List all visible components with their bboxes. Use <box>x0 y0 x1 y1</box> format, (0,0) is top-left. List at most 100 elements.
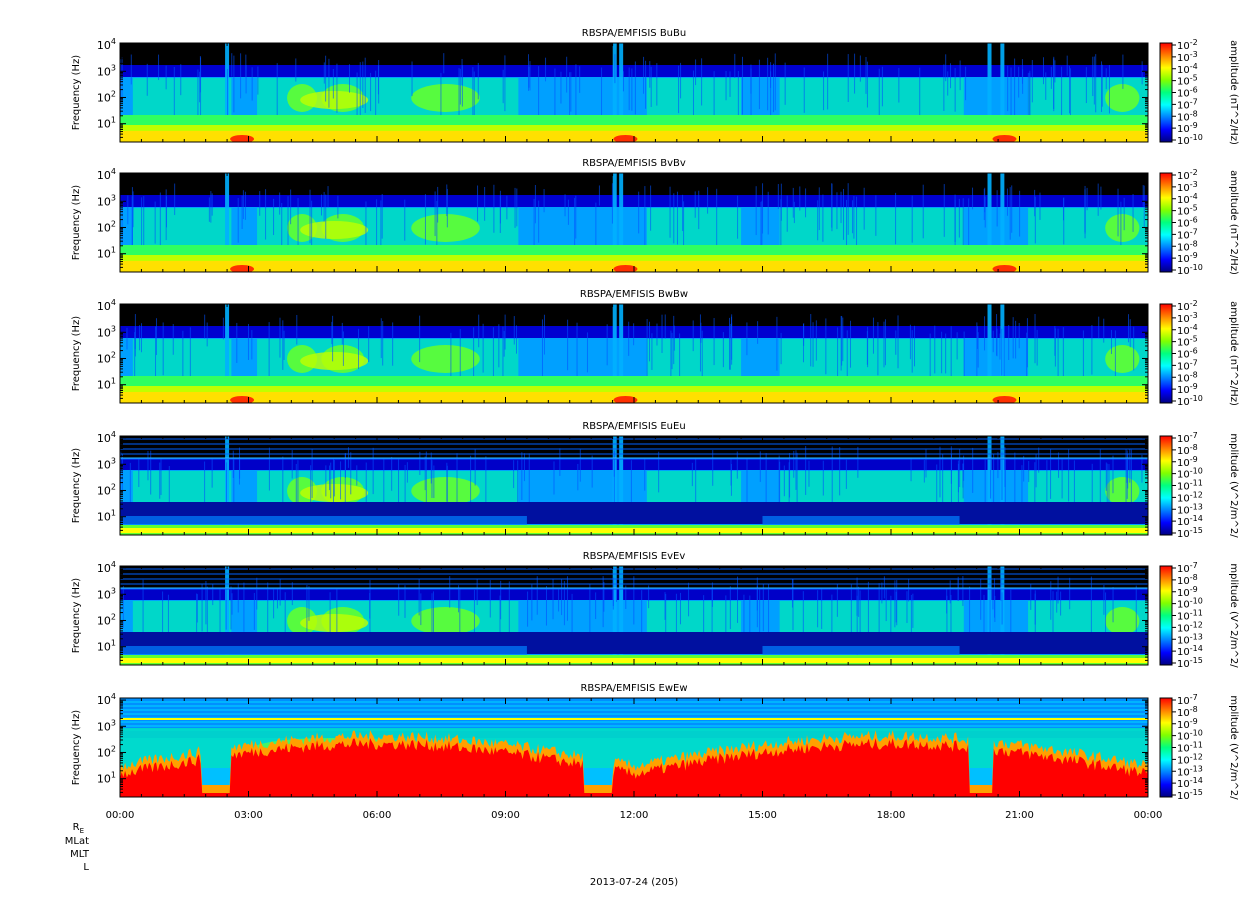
colorbar-label: amplitude (nT^2/Hz) <box>1228 40 1239 145</box>
date-label: 2013-07-24 (205) <box>590 877 678 888</box>
colorbar-tick-label: 10-10 <box>1177 597 1203 611</box>
y-tick-label: 103 <box>97 456 116 471</box>
colorbar-tick-label: 10-8 <box>1177 705 1198 719</box>
x-tick-label: 00:00 <box>1134 810 1163 821</box>
y-axis-label: Frequency (Hz) <box>71 55 82 131</box>
x-tick-label: 00:00 <box>106 810 135 821</box>
spectrogram-panel: RBSPA/EMFISIS EuEu 101 102 103 104 Frequency … <box>71 421 1239 540</box>
colorbar-tick-label: 10-15 <box>1177 788 1203 802</box>
panel-title: RBSPA/EMFISIS BuBu <box>582 28 686 39</box>
colorbar-tick-label: 10-10 <box>1177 729 1203 743</box>
colorbar-tick-label: 10-8 <box>1177 109 1198 123</box>
y-axis-label: Frequency (Hz) <box>71 578 82 654</box>
colorbar-tick-label: 10-7 <box>1177 561 1198 575</box>
colorbar-tick-label: 10-10 <box>1177 133 1203 147</box>
colorbar <box>1159 303 1173 404</box>
panel-title: RBSPA/EMFISIS BvBv <box>582 158 686 169</box>
colorbar-tick-label: 10-8 <box>1177 443 1198 457</box>
y-tick-label: 103 <box>97 63 116 78</box>
colorbar-tick-label: 10-9 <box>1177 717 1198 731</box>
panel-title: RBSPA/EMFISIS EwEw <box>580 683 687 694</box>
y-tick-label: 103 <box>97 718 116 733</box>
y-tick-label: 104 <box>97 167 116 182</box>
spectrogram-panel: RBSPA/EMFISIS BwBw 101 102 103 104 Frequency … <box>71 289 1239 408</box>
y-tick-label: 104 <box>97 37 116 52</box>
y-tick-label: 101 <box>97 509 116 524</box>
colorbar-tick-label: 10-13 <box>1177 764 1203 778</box>
colorbar-tick-label: 10-5 <box>1177 204 1198 218</box>
spectrogram-panel: RBSPA/EMFISIS EwEw 101 102 103 104 Frequency … <box>71 683 1239 802</box>
y-tick-label: 101 <box>97 639 116 654</box>
colorbar <box>1159 435 1173 536</box>
colorbar-tick-label: 10-8 <box>1177 239 1198 253</box>
y-tick-label: 102 <box>97 744 116 759</box>
y-tick-label: 103 <box>97 193 116 208</box>
panel-title: RBSPA/EMFISIS EvEv <box>583 551 686 562</box>
spectrogram-panel: RBSPA/EMFISIS EvEv 101 102 103 104 Frequency … <box>71 551 1239 670</box>
ephemeris-label: L <box>83 862 89 873</box>
y-tick-label: 101 <box>97 377 116 392</box>
colorbar-tick-label: 10-4 <box>1177 192 1198 206</box>
colorbar-tick-label: 10-10 <box>1177 263 1203 277</box>
colorbar-tick-label: 10-11 <box>1177 741 1203 755</box>
panel-title: RBSPA/EMFISIS EuEu <box>582 421 685 432</box>
spectrogram-panel: RBSPA/EMFISIS BvBv 101 102 103 104 Frequency … <box>71 158 1239 277</box>
colorbar-tick-label: 10-3 <box>1177 311 1198 325</box>
colorbar-tick-label: 10-11 <box>1177 609 1203 623</box>
colorbar-tick-label: 10-9 <box>1177 121 1198 135</box>
colorbar-tick-label: 10-6 <box>1177 347 1198 361</box>
colorbar-tick-label: 10-2 <box>1177 299 1198 313</box>
y-tick-label: 102 <box>97 482 116 497</box>
y-tick-label: 101 <box>97 116 116 131</box>
colorbar-tick-label: 10-9 <box>1177 455 1198 469</box>
colorbar-tick-label: 10-14 <box>1177 644 1203 658</box>
colorbar-tick-label: 10-12 <box>1177 490 1203 504</box>
colorbar-tick-label: 10-9 <box>1177 382 1198 396</box>
colorbar <box>1159 565 1173 666</box>
colorbar-tick-label: 10-14 <box>1177 514 1203 528</box>
colorbar-label: mplitude (V^2/m^2/ <box>1228 563 1239 668</box>
colorbar-tick-label: 10-4 <box>1177 323 1198 337</box>
colorbar-tick-label: 10-7 <box>1177 693 1198 707</box>
colorbar-tick-label: 10-15 <box>1177 656 1203 670</box>
x-tick-label: 06:00 <box>363 810 392 821</box>
x-tick-label: 09:00 <box>491 810 520 821</box>
y-axis-label: Frequency (Hz) <box>71 316 82 392</box>
colorbar-tick-label: 10-7 <box>1177 227 1198 241</box>
colorbar <box>1159 42 1173 143</box>
colorbar-tick-label: 10-12 <box>1177 620 1203 634</box>
y-axis-label: Frequency (Hz) <box>71 185 82 261</box>
colorbar-tick-label: 10-6 <box>1177 86 1198 100</box>
y-tick-label: 103 <box>97 586 116 601</box>
colorbar-tick-label: 10-13 <box>1177 632 1203 646</box>
colorbar-tick-label: 10-12 <box>1177 752 1203 766</box>
colorbar-tick-label: 10-11 <box>1177 479 1203 493</box>
colorbar-label: mplitude (V^2/m^2/ <box>1228 433 1239 538</box>
ephemeris-label: MLat <box>65 836 89 847</box>
colorbar-tick-label: 10-9 <box>1177 585 1198 599</box>
y-tick-label: 102 <box>97 350 116 365</box>
colorbar-tick-label: 10-5 <box>1177 335 1198 349</box>
y-tick-label: 102 <box>97 219 116 234</box>
y-tick-label: 102 <box>97 89 116 104</box>
y-axis-label: Frequency (Hz) <box>71 448 82 524</box>
y-tick-label: 104 <box>97 560 116 575</box>
colorbar-tick-label: 10-7 <box>1177 431 1198 445</box>
colorbar-tick-label: 10-2 <box>1177 38 1198 52</box>
colorbar <box>1159 697 1173 798</box>
panel-title: RBSPA/EMFISIS BwBw <box>580 289 688 300</box>
colorbar-label: mplitude (V^2/m^2/ <box>1228 695 1239 800</box>
y-tick-label: 101 <box>97 246 116 261</box>
colorbar-label: amplitude (nT^2/Hz) <box>1228 301 1239 406</box>
colorbar-tick-label: 10-14 <box>1177 776 1203 790</box>
ephemeris-label: RE <box>73 822 84 835</box>
x-tick-label: 15:00 <box>748 810 777 821</box>
colorbar <box>1159 172 1173 273</box>
colorbar-tick-label: 10-3 <box>1177 50 1198 64</box>
colorbar-tick-label: 10-4 <box>1177 62 1198 76</box>
colorbar-tick-label: 10-7 <box>1177 358 1198 372</box>
y-axis-label: Frequency (Hz) <box>71 710 82 786</box>
y-tick-label: 102 <box>97 612 116 627</box>
x-tick-label: 12:00 <box>620 810 649 821</box>
